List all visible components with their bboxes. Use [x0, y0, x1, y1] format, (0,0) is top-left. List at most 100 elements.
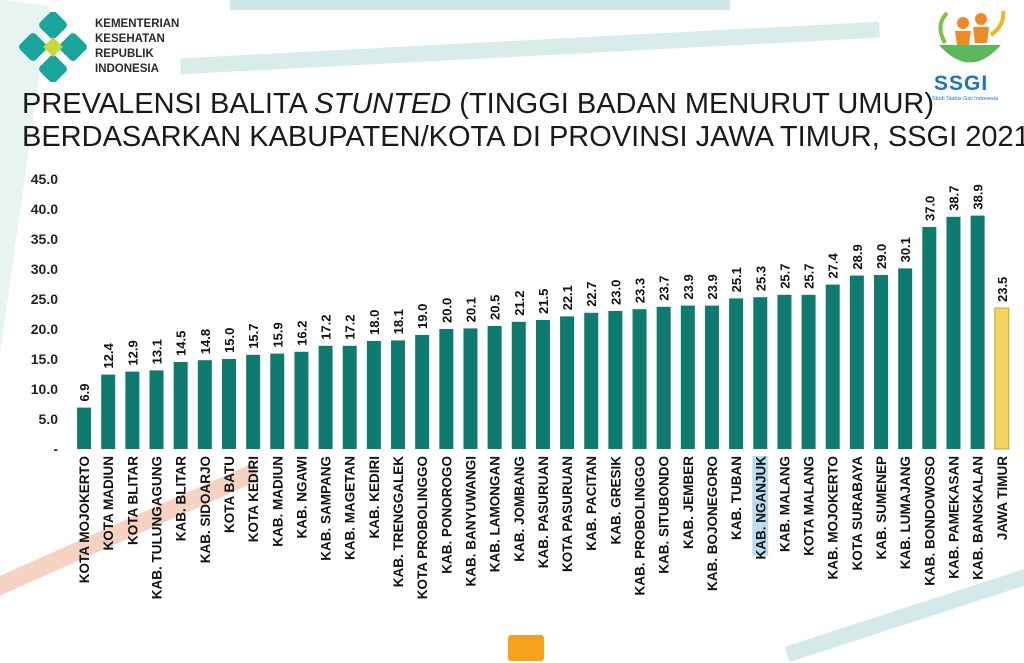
x-tick-label: KAB. SITUBONDO: [657, 456, 672, 574]
value-label: 17.2: [343, 314, 358, 339]
bar: [753, 297, 768, 449]
x-tick-label: KAB. JEMBER: [681, 456, 696, 549]
value-label: 38.9: [971, 184, 986, 209]
x-tick-label: KAB. PASURUAN: [536, 456, 551, 568]
org-name: KEMENTERIAN KESEHATAN REPUBLIK INDONESIA: [95, 17, 179, 77]
ssgi-wordmark: SSGI: [934, 72, 989, 95]
value-label: 21.5: [536, 289, 551, 314]
value-label: 25.1: [729, 267, 744, 292]
value-label: 12.9: [125, 340, 140, 365]
bar: [487, 326, 502, 449]
bar: [584, 312, 599, 449]
value-label: 20.1: [463, 297, 478, 322]
x-tick-label: KOTA BATU: [222, 456, 237, 533]
bar: [270, 353, 285, 449]
x-tick-label: KAB. MADIUN: [270, 456, 285, 547]
y-tick-label: 5.0: [39, 411, 59, 427]
value-label: 23.5: [995, 277, 1010, 302]
x-tick-label: KAB. PACITAN: [584, 456, 599, 551]
value-label: 18.1: [391, 309, 406, 334]
value-label: 29.0: [874, 244, 889, 269]
title-prefix: PREVALENSI BALITA: [22, 88, 315, 120]
bar: [511, 321, 526, 449]
value-label: 25.7: [802, 263, 817, 288]
bar: [994, 307, 1010, 450]
bar: [366, 341, 381, 449]
value-label: 14.5: [174, 331, 189, 356]
value-label: 14.8: [198, 329, 213, 354]
bar: [439, 329, 454, 449]
x-tick-label: KAB. MOJOKERTO: [826, 456, 841, 580]
value-label: 15.0: [222, 328, 237, 353]
value-label: 16.2: [294, 320, 309, 345]
x-tick-label: KAB. BANYUWANGI: [463, 456, 478, 587]
kemenkes-logo: [19, 12, 87, 82]
bar: [463, 328, 478, 449]
y-axis: - 5.0 10.0 15.0 20.0 25.0 30.0 35.0 40.0 45.0: [31, 171, 59, 457]
bar: [970, 215, 985, 449]
value-label: 23.7: [657, 275, 672, 300]
bar: [680, 305, 695, 449]
value-labels: 6.9 12.4 12.9 13.1 14.5 14.8 15.0 15.7 15.9 16.2 1…: [77, 184, 1010, 401]
value-label: 6.9: [77, 384, 92, 402]
value-label: 12.4: [101, 343, 116, 369]
bars: [77, 215, 1010, 450]
x-tick-label: KAB. MALANG: [777, 456, 792, 552]
bar: [246, 354, 261, 449]
x-tick-label: KAB. PAMEKASAN: [946, 456, 961, 579]
bar: [535, 320, 550, 449]
x-tick-label: KAB. TULUNGAGUNG: [150, 456, 165, 599]
x-tick-label: KAB. GRESIK: [608, 456, 623, 545]
y-tick-label: 15.0: [31, 351, 58, 367]
bar: [125, 371, 140, 449]
x-tick-label: KAB. SUMENEP: [874, 456, 889, 560]
bar: [391, 340, 406, 449]
decor-stripe: [230, 0, 730, 10]
bar: [825, 284, 840, 449]
x-tick-label: KAB. NGAWI: [294, 456, 309, 539]
ssgi-tagline: Studi Status Gizi Indonesia: [932, 96, 999, 102]
bar: [415, 335, 430, 449]
bar: [149, 370, 164, 449]
value-label: 18.0: [367, 310, 382, 335]
bar: [560, 316, 575, 449]
value-label: 19.0: [415, 304, 430, 329]
bar: [874, 275, 889, 449]
value-label: 38.7: [946, 185, 961, 210]
x-tick-label: KAB. SAMPANG: [319, 456, 334, 561]
x-tick-label: KAB. NGANJUK: [753, 456, 768, 560]
y-tick-label: 10.0: [31, 381, 58, 397]
value-label: 23.0: [608, 280, 623, 305]
value-label: 17.2: [319, 314, 334, 339]
y-tick-label: 45.0: [31, 171, 58, 187]
value-label: 15.9: [270, 322, 285, 347]
bar: [197, 360, 212, 449]
value-label: 30.1: [898, 237, 913, 262]
chart-title: PREVALENSI BALITA STUNTED (TINGGI BADAN …: [22, 88, 1024, 154]
bar: [77, 407, 92, 449]
x-tick-label: KAB. BONDOWOSO: [922, 456, 937, 586]
x-tick-label: KOTA KEDIRI: [246, 456, 261, 542]
value-label: 13.1: [150, 339, 165, 364]
value-label: 28.9: [850, 244, 865, 269]
value-label: 20.5: [488, 295, 503, 320]
y-tick-label: 35.0: [31, 231, 58, 247]
y-tick-label: 40.0: [31, 201, 58, 217]
value-label: 27.4: [826, 253, 841, 279]
x-tick-label: KAB. PROBOLINGGO: [633, 456, 648, 596]
bar: [294, 351, 309, 449]
x-tick-label: KAB. LUMAJANG: [898, 456, 913, 569]
value-label: 21.2: [512, 290, 527, 315]
x-label-highlight: [752, 456, 769, 556]
bar: [849, 275, 864, 449]
x-tick-label: KAB. JOMBANG: [512, 456, 527, 562]
y-tick-label: 25.0: [31, 291, 58, 307]
x-tick-labels: KOTA MOJOKERTO KOTA MADIUN KOTA BLITAR KAB.…: [77, 456, 1010, 600]
x-tick-label: KOTA BLITAR: [125, 456, 140, 545]
bar: [898, 268, 913, 449]
org-line: KESEHATAN: [95, 33, 165, 45]
y-tick-label: 30.0: [31, 261, 58, 277]
org-line: REPUBLIK: [95, 48, 154, 60]
bar: [704, 305, 719, 449]
